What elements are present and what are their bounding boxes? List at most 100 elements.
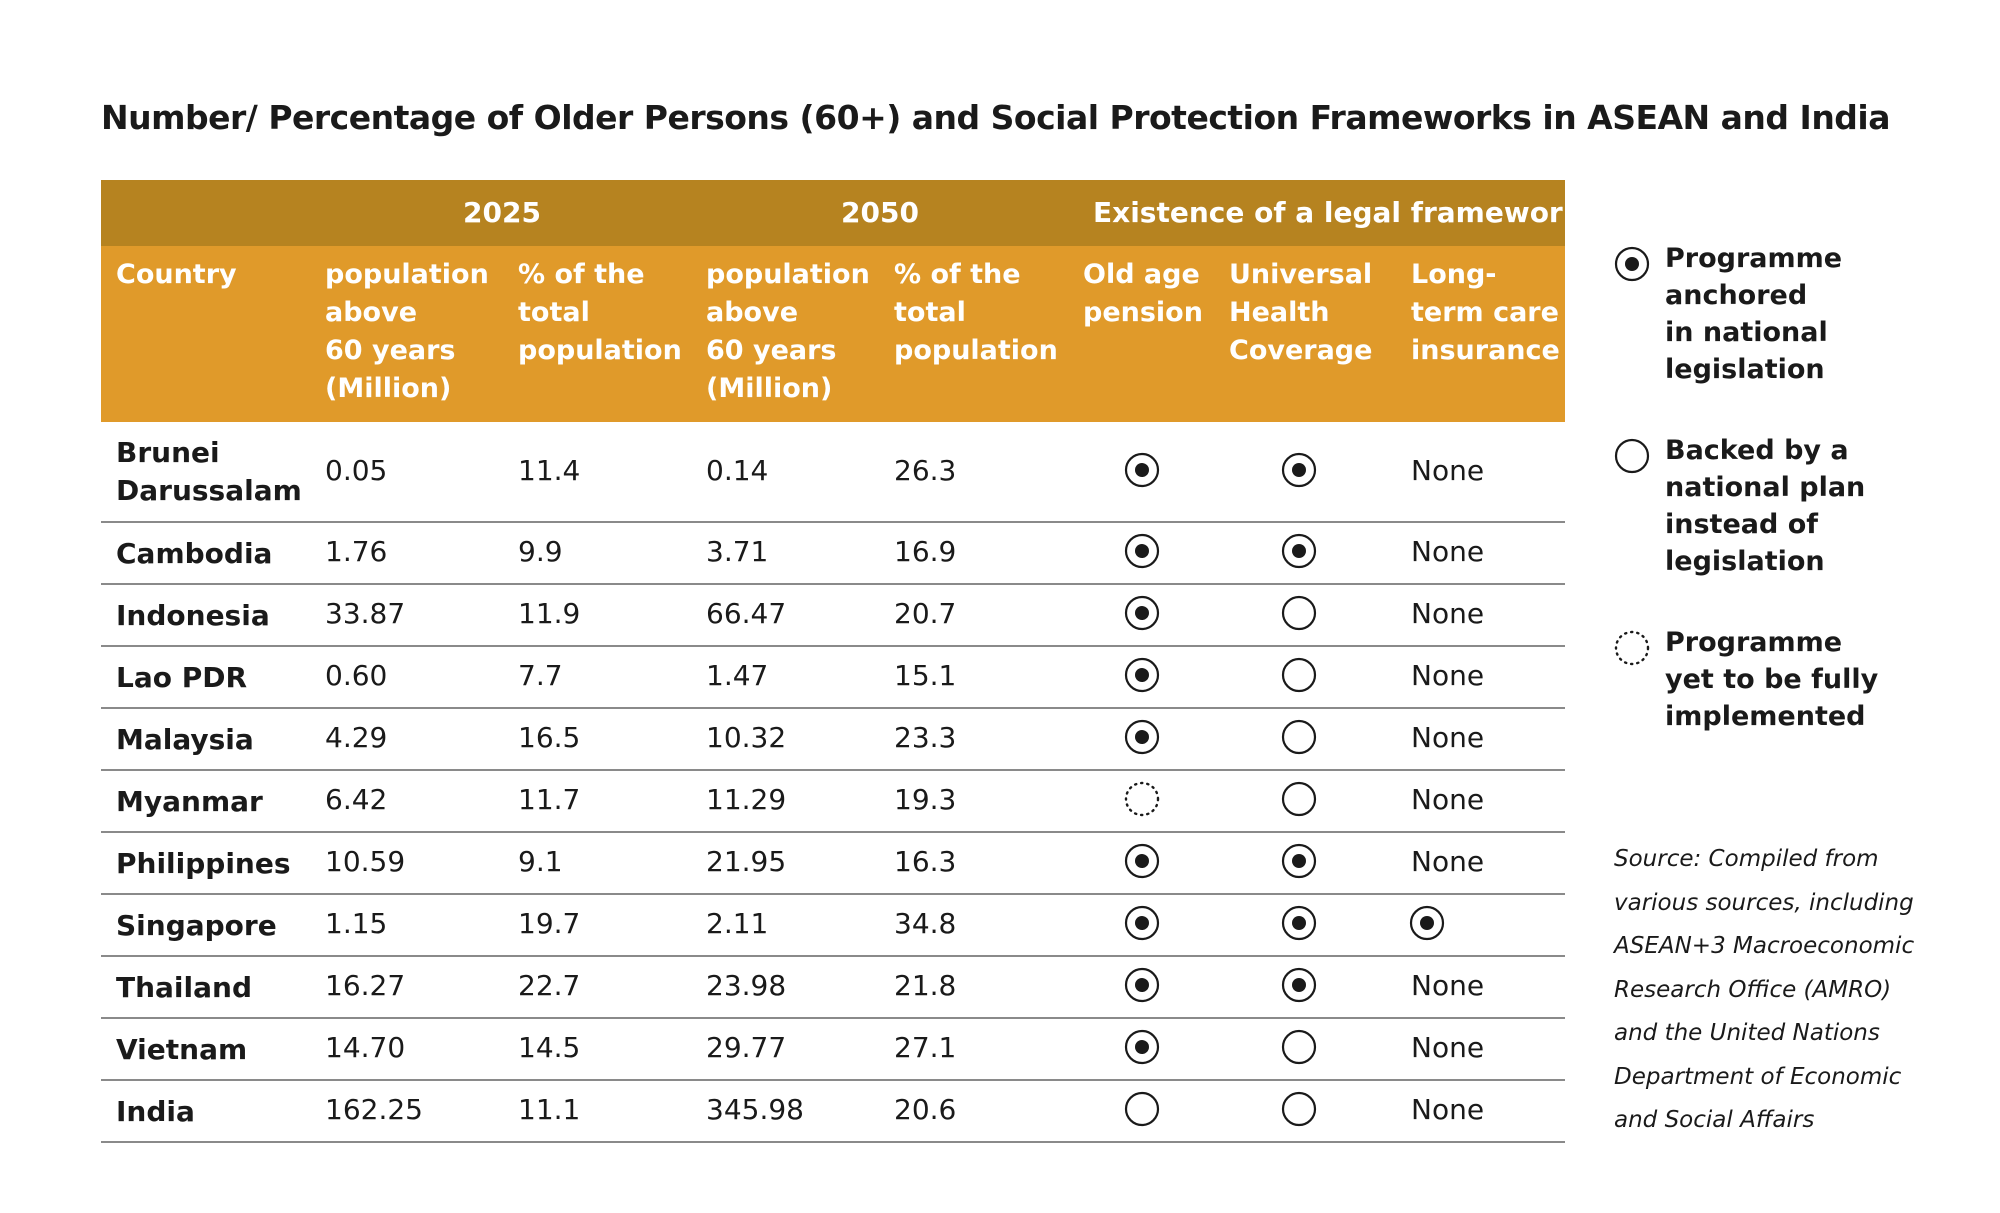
filled-circle-icon — [1124, 967, 1160, 1003]
pct2025-cell: 9.9 — [518, 535, 563, 568]
filled-circle-icon — [1614, 246, 1650, 282]
col-header-pop2025: population above 60 years (Million) — [325, 259, 489, 404]
table-row: Malaysia 4.29 16.5 10.32 23.3 None — [101, 709, 1565, 771]
pct2050-cell: 27.1 — [894, 1031, 957, 1064]
pop2050-cell: 2.11 — [706, 907, 769, 940]
table-body: Brunei Darussalam 0.05 11.4 0.14 26.3 None Cam… — [101, 422, 1565, 1143]
table-row: Indonesia 33.87 11.9 66.47 20.7 None — [101, 585, 1565, 647]
pop2025-cell: 10.59 — [325, 845, 406, 878]
pop2050-cell: 345.98 — [706, 1093, 804, 1126]
ltc-cell: None — [1411, 597, 1485, 630]
pop2025-cell: 162.25 — [325, 1093, 423, 1126]
country-cell: India — [116, 1095, 195, 1128]
ltc-cell: None — [1411, 845, 1485, 878]
pop2025-cell: 0.05 — [325, 453, 388, 487]
filled-circle-icon — [1281, 533, 1317, 569]
col-header-pct2025: % of the total population — [518, 259, 682, 366]
table-row: Brunei Darussalam 0.05 11.4 0.14 26.3 None — [101, 422, 1565, 523]
pop2025-cell: 1.76 — [325, 535, 388, 568]
col-header-pension: Old age pension — [1083, 259, 1203, 328]
open-circle-icon — [1124, 1091, 1160, 1127]
pop2050-cell: 21.95 — [706, 845, 787, 878]
pct2050-cell: 16.9 — [894, 535, 957, 568]
filled-circle-icon — [1124, 595, 1160, 631]
table-row: Lao PDR 0.60 7.7 1.47 15.1 None — [101, 647, 1565, 709]
pct2050-cell: 19.3 — [894, 783, 957, 816]
pct2025-cell: 7.7 — [518, 659, 563, 692]
pop2050-cell: 10.32 — [706, 721, 787, 754]
country-cell: Cambodia — [116, 537, 273, 570]
ltc-cell: None — [1411, 535, 1485, 568]
pct2025-cell: 11.7 — [518, 783, 581, 816]
pct2050-cell: 16.3 — [894, 845, 957, 878]
ltc-cell: None — [1411, 659, 1485, 692]
dotted-circle-icon — [1614, 630, 1650, 666]
pct2050-cell: 23.3 — [894, 721, 957, 754]
pop2025-cell: 14.70 — [325, 1031, 406, 1064]
filled-circle-icon — [1281, 452, 1317, 488]
table-row: Cambodia 1.76 9.9 3.71 16.9 None — [101, 523, 1565, 585]
pct2025-cell: 9.1 — [518, 845, 563, 878]
filled-circle-icon — [1409, 905, 1445, 941]
col-header-pct2050: % of the total population — [894, 259, 1058, 366]
filled-circle-icon — [1281, 905, 1317, 941]
filled-circle-icon — [1124, 719, 1160, 755]
legend-label: Programme yet to be fully implemented — [1665, 627, 1879, 732]
pop2050-cell: 29.77 — [706, 1031, 787, 1064]
header-group-framework: Existence of a legal framework — [1093, 196, 1582, 229]
col-header-ltc: Long- term care insurance — [1411, 259, 1560, 366]
filled-circle-icon — [1281, 967, 1317, 1003]
ltc-cell: None — [1411, 969, 1485, 1002]
pct2025-cell: 14.5 — [518, 1031, 581, 1064]
filled-circle-icon — [1124, 843, 1160, 879]
table-row: Philippines 10.59 9.1 21.95 16.3 None — [101, 833, 1565, 895]
filled-circle-icon — [1124, 1029, 1160, 1065]
header-group-2025: 2025 — [463, 196, 541, 229]
page-title: Number/ Percentage of Older Persons (60+… — [101, 98, 1891, 137]
country-cell: Thailand — [116, 971, 252, 1004]
pop2050-cell: 3.71 — [706, 535, 769, 568]
col-header-pop2050: population above 60 years (Million) — [706, 259, 870, 404]
data-table: 2025 2050 Existence of a legal framework… — [101, 180, 1581, 1143]
country-cell: Philippines — [116, 847, 291, 880]
table-row: Singapore 1.15 19.7 2.11 34.8 — [101, 895, 1565, 957]
pct2025-cell: 22.7 — [518, 969, 581, 1002]
open-circle-icon — [1281, 1029, 1317, 1065]
header-group-2050: 2050 — [841, 196, 919, 229]
open-circle-icon — [1281, 657, 1317, 693]
pct2050-cell: 34.8 — [894, 907, 957, 940]
pop2025-cell: 1.15 — [325, 907, 388, 940]
pop2050-cell: 0.14 — [706, 453, 769, 487]
pop2050-cell: 66.47 — [706, 597, 787, 630]
country-cell: Indonesia — [116, 599, 270, 632]
filled-circle-icon — [1281, 843, 1317, 879]
col-header-country: Country — [116, 259, 237, 290]
filled-circle-icon — [1124, 452, 1160, 488]
pop2050-cell: 11.29 — [706, 783, 787, 816]
pct2025-cell: 11.4 — [518, 453, 581, 487]
open-circle-icon — [1614, 438, 1650, 474]
filled-circle-icon — [1124, 905, 1160, 941]
pct2025-cell: 11.1 — [518, 1093, 581, 1126]
country-cell: Malaysia — [116, 723, 254, 756]
ltc-cell: None — [1411, 721, 1485, 754]
country-cell: Singapore — [116, 909, 277, 942]
pop2025-cell: 0.60 — [325, 659, 388, 692]
ltc-cell: None — [1411, 783, 1485, 816]
pop2025-cell: 16.27 — [325, 969, 406, 1002]
table-row: Thailand 16.27 22.7 23.98 21.8 None — [101, 957, 1565, 1019]
pop2025-cell: 33.87 — [325, 597, 406, 630]
column-header-row: Country population above 60 years (Milli… — [101, 246, 1565, 422]
filled-circle-icon — [1124, 657, 1160, 693]
pop2025-cell: 6.42 — [325, 783, 388, 816]
ltc-cell: None — [1411, 453, 1485, 487]
pct2050-cell: 21.8 — [894, 969, 957, 1002]
table-row: Vietnam 14.70 14.5 29.77 27.1 None — [101, 1019, 1565, 1081]
country-cell: Vietnam — [116, 1033, 248, 1066]
open-circle-icon — [1281, 781, 1317, 817]
pop2050-cell: 1.47 — [706, 659, 769, 692]
pct2050-cell: 15.1 — [894, 659, 957, 692]
pct2025-cell: 11.9 — [518, 597, 581, 630]
pop2025-cell: 4.29 — [325, 721, 388, 754]
table-row: Myanmar 6.42 11.7 11.29 19.3 None — [101, 771, 1565, 833]
